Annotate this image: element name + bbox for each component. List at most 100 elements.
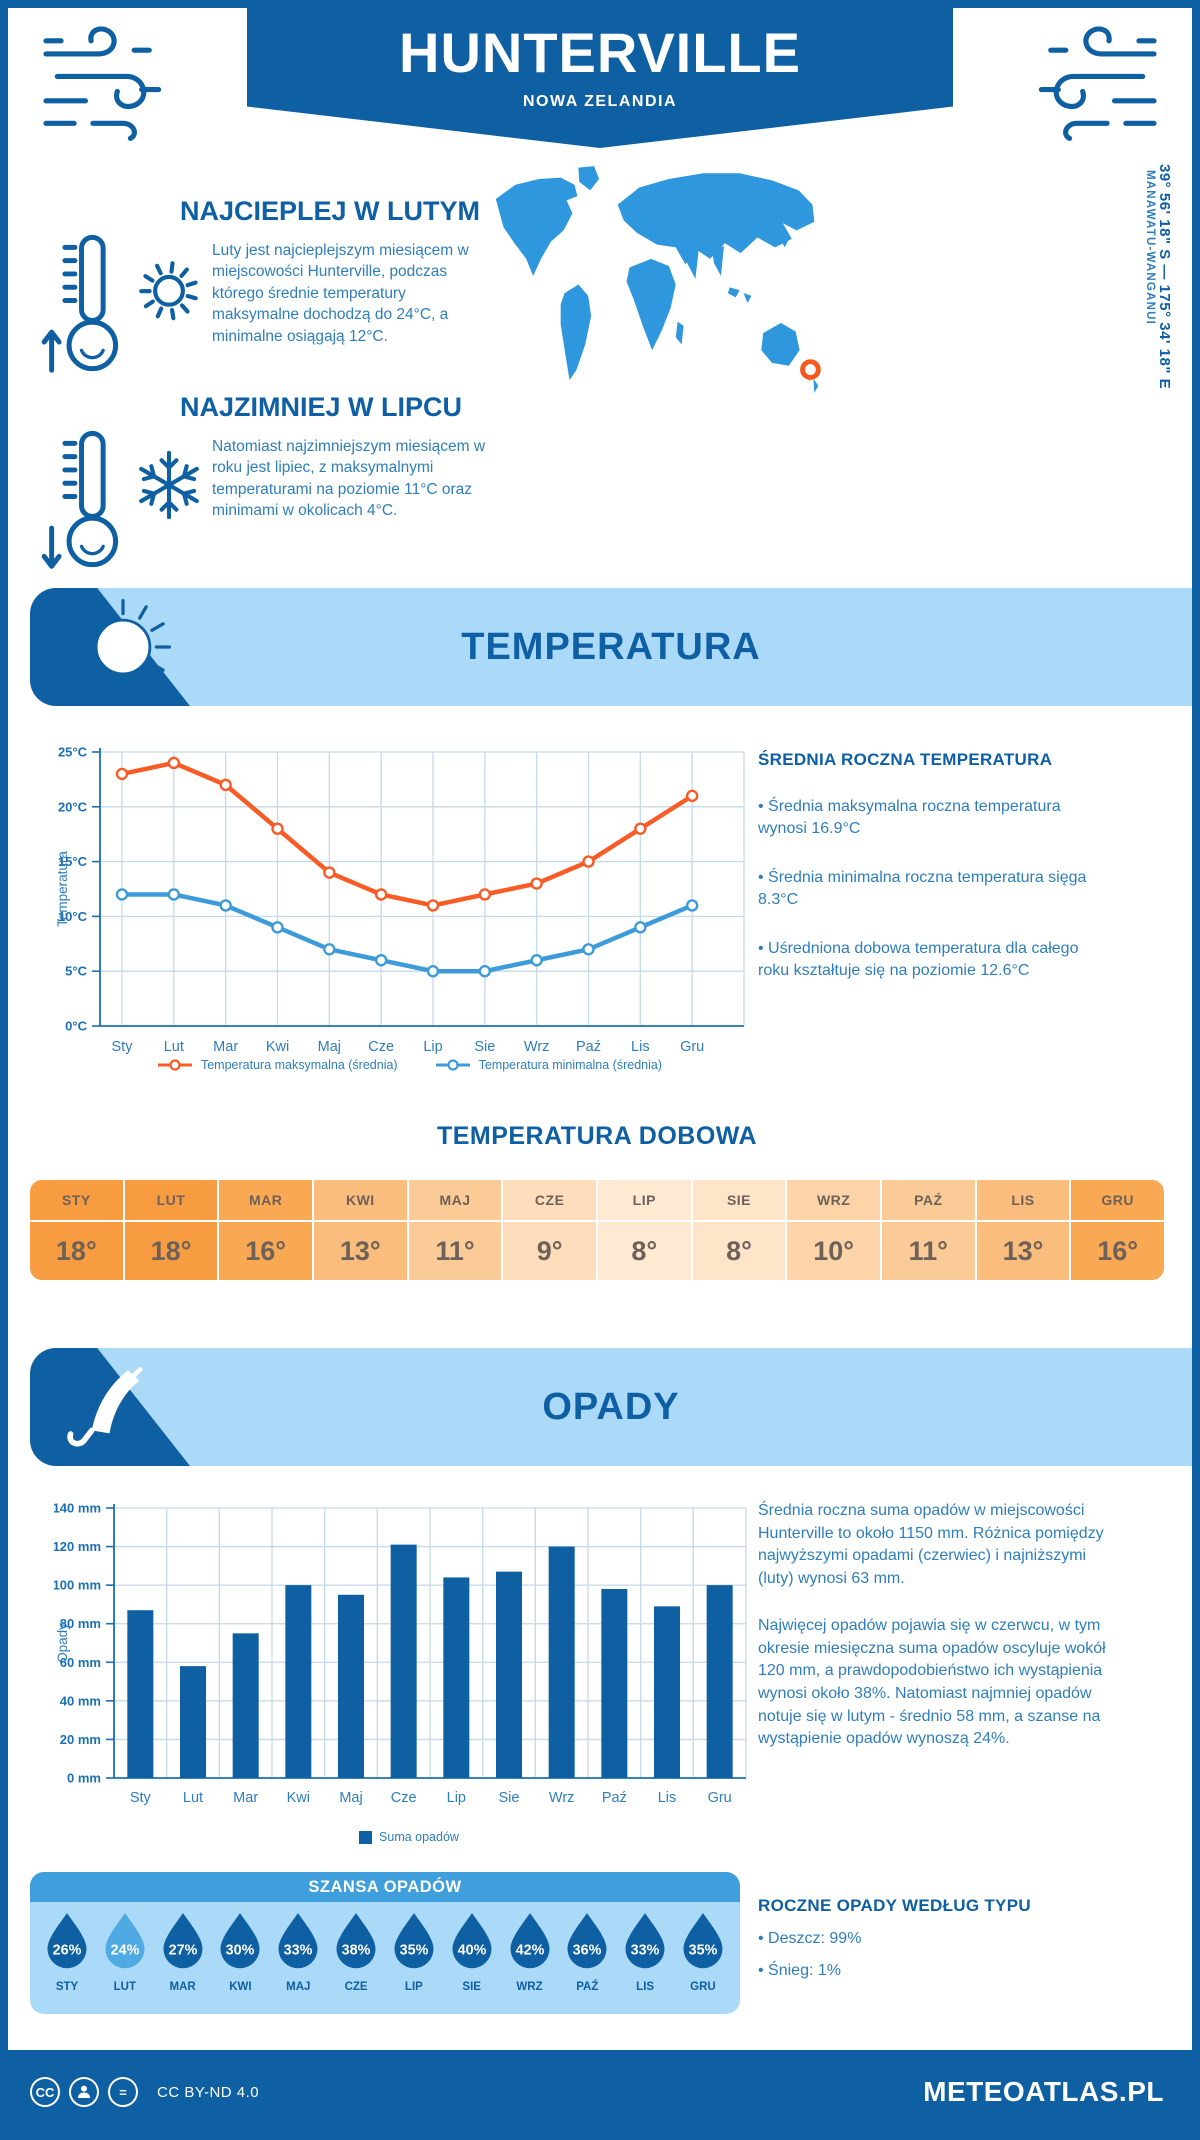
svg-text:Paź: Paź <box>602 1790 627 1806</box>
chance-month-label: KWI <box>229 1981 252 1993</box>
types-bullet: • Deszcz: 99% <box>758 1930 862 1947</box>
svg-text:Gru: Gru <box>708 1790 732 1806</box>
table-temperature-value: 16° <box>1071 1222 1164 1280</box>
thermometer-down-icon <box>41 430 119 569</box>
svg-text:20 mm: 20 mm <box>60 1732 101 1747</box>
chance-drop: 42% WRZ <box>506 1912 554 1993</box>
svg-text:30%: 30% <box>226 1942 255 1958</box>
svg-text:Wrz: Wrz <box>524 1039 550 1055</box>
svg-text:140 mm: 140 mm <box>54 1501 101 1516</box>
sun-icon <box>75 599 171 695</box>
svg-text:20°C: 20°C <box>58 799 88 814</box>
table-temperature-value: 11° <box>408 1222 502 1280</box>
chance-drop: 27% MAR <box>159 1912 207 1993</box>
precipitation-bar-chart: 0 mm 20 mm 40 mm 60 mm 80 mm 100 mm 120 mm 140 … <box>53 1498 764 1828</box>
chance-drop: 33% LIS <box>621 1912 669 1993</box>
chance-heading: SZANSA OPADÓW <box>30 1872 740 1902</box>
svg-text:42%: 42% <box>515 1942 544 1958</box>
coldest-text: Natomiast najzimniejszym miesiącem w rok… <box>212 438 486 520</box>
warmest-month-section: NAJCIEPLEJ W LUTYM Luty jest najcieplejs… <box>40 196 510 396</box>
chance-month-label: CZE <box>344 1981 368 1993</box>
chance-drop: 40% SIE <box>448 1912 496 1993</box>
svg-text:Lis: Lis <box>658 1790 677 1806</box>
precipitation-text-panel: Średnia roczna suma opadów w miejscowośc… <box>758 1500 1106 1775</box>
svg-text:10°C: 10°C <box>58 909 88 924</box>
precipitation-banner: OPADY <box>30 1348 1192 1466</box>
table-temperature-value: 18° <box>30 1222 123 1280</box>
brand-logo: METEOATLAS.PL <box>923 2076 1164 2107</box>
chance-month-label: LIS <box>636 1981 655 1993</box>
chance-drop: 38% CZE <box>332 1912 380 1993</box>
svg-text:40%: 40% <box>457 1942 486 1958</box>
svg-text:0°C: 0°C <box>65 1019 87 1034</box>
table-temperature-value: 13° <box>976 1222 1070 1280</box>
svg-text:120 mm: 120 mm <box>54 1539 101 1554</box>
svg-text:36%: 36% <box>573 1942 602 1958</box>
table-month-header: LIS <box>976 1180 1070 1220</box>
svg-text:Sie: Sie <box>474 1039 495 1055</box>
svg-text:60 mm: 60 mm <box>60 1655 101 1670</box>
bar-chart-legend: Suma opadów <box>54 1830 764 1844</box>
svg-text:24%: 24% <box>110 1942 139 1958</box>
svg-text:Mar: Mar <box>233 1790 258 1806</box>
chance-month-label: PAŹ <box>576 1981 599 1993</box>
precipitation-types-panel: ROCZNE OPADY WEDŁUG TYPU • Deszcz: 99% •… <box>758 1896 1158 1980</box>
chance-drop: 30% KWI <box>216 1912 264 1993</box>
chance-drop: 33% MAJ <box>274 1912 322 1993</box>
svg-text:27%: 27% <box>168 1942 197 1958</box>
svg-text:26%: 26% <box>53 1942 82 1958</box>
line-chart-legend: Temperatura maksymalna (średnia) Temperat… <box>54 1058 764 1072</box>
table-temperature-value: 10° <box>787 1222 880 1280</box>
svg-text:Temperatura: Temperatura <box>55 851 70 927</box>
daily-temperature-table: STY LUT MAR KWI MAJ CZE LIP SIE WRZ PAŹ LIS GRU 18°… <box>30 1180 1164 1280</box>
svg-text:38%: 38% <box>342 1942 371 1958</box>
chance-month-label: MAJ <box>286 1981 311 1993</box>
equals-icon: = <box>108 2077 138 2107</box>
location-marker <box>799 358 822 381</box>
precipitation-banner-title: OPADY <box>542 1386 680 1428</box>
page-subtitle: NOWA ZELANDIA <box>522 93 677 110</box>
table-month-header: SIE <box>692 1180 786 1220</box>
table-month-header: CZE <box>503 1180 596 1220</box>
svg-text:33%: 33% <box>284 1942 313 1958</box>
svg-text:Paź: Paź <box>576 1039 601 1055</box>
chance-month-label: STY <box>55 1981 79 1993</box>
annual-temperature-panel: ŚREDNIA ROCZNA TEMPERATURA • Średnia mak… <box>758 750 1108 982</box>
table-month-header: PAŹ <box>881 1180 975 1220</box>
legend-item: Temperatura minimalna (średnia) <box>434 1058 662 1072</box>
svg-text:Sty: Sty <box>130 1790 152 1806</box>
table-month-header: STY <box>30 1180 123 1220</box>
svg-text:100 mm: 100 mm <box>54 1578 101 1593</box>
annual-bullet: • Średnia minimalna roczna temperatura s… <box>758 868 1087 909</box>
svg-text:40 mm: 40 mm <box>60 1693 101 1708</box>
table-month-header: MAJ <box>408 1180 502 1220</box>
svg-text:Lis: Lis <box>631 1039 650 1055</box>
temperature-line-chart: 0°C 5°C 10°C 15°C 20°C 25°C Sty Lut Mar Kwi Maj Cze… <box>54 742 764 1058</box>
warmest-text: Luty jest najcieplejszym miesiącem w mie… <box>212 242 469 345</box>
chance-drop: 26% STY <box>43 1912 91 1993</box>
coldest-month-section: NAJZIMNIEJ W LIPCU Natomiast najzimniejs… <box>40 392 510 592</box>
cc-icon: CC <box>30 2077 60 2107</box>
svg-text:Sty: Sty <box>112 1039 134 1055</box>
wind-icon <box>43 26 162 141</box>
coldest-heading: NAJZIMNIEJ W LIPCU <box>180 392 463 422</box>
table-month-header: MAR <box>219 1180 312 1220</box>
precipitation-paragraph: Średnia roczna suma opadów w miejscowośc… <box>758 1502 1104 1588</box>
svg-text:Lip: Lip <box>447 1790 466 1806</box>
chance-drop: 24% LUT <box>101 1912 149 1993</box>
table-temperature-value: 16° <box>219 1222 312 1280</box>
chance-month-label: WRZ <box>516 1981 543 1993</box>
table-month-header: LIP <box>597 1180 691 1220</box>
table-temperature-value: 18° <box>124 1222 218 1280</box>
chance-drops-row: 26% STY 24% LUT 27% MAR 30% KWI 33% MAJ 38% CZE 35% L… <box>30 1902 740 1993</box>
svg-text:Lut: Lut <box>183 1790 203 1806</box>
svg-text:Maj: Maj <box>318 1039 341 1055</box>
annual-bullet: • Uśredniona dobowa temperatura dla całe… <box>758 939 1079 979</box>
precipitation-chance-box: SZANSA OPADÓW 26% STY 24% LUT 27% MAR 30% KWI 33… <box>30 1872 740 2014</box>
license-row: CC = CC BY-ND 4.0 <box>30 2077 259 2107</box>
table-month-header: GRU <box>1071 1180 1164 1220</box>
daily-temperature-heading: TEMPERATURA DOBOWA <box>436 1122 758 1150</box>
person-icon <box>69 2077 99 2107</box>
table-temperature-value: 8° <box>597 1222 691 1280</box>
svg-text:Kwi: Kwi <box>287 1790 310 1806</box>
